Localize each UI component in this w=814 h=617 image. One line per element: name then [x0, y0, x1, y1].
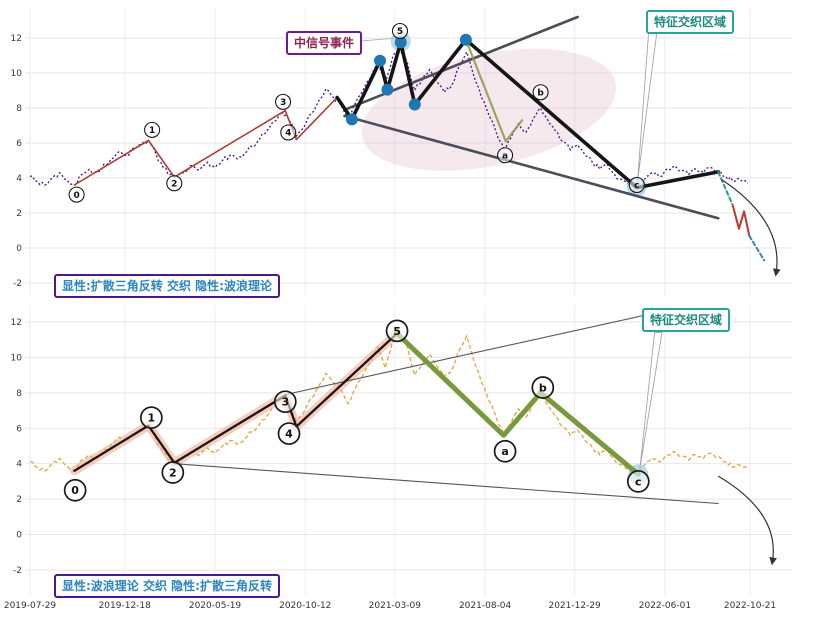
wave-label: 1	[149, 126, 155, 136]
x-tick-label: 2021-08-04	[459, 601, 512, 611]
y-tick-label: 0	[16, 244, 22, 254]
x-tick-label: 2021-12-29	[548, 601, 601, 611]
y-tick-label: 4	[16, 460, 22, 470]
wave-label: a	[502, 151, 508, 161]
signal-event-label: 中信号事件	[286, 31, 363, 55]
x-tick-label: 2020-10-12	[279, 601, 331, 611]
wave-label-circle	[277, 422, 301, 445]
wave-label-circle	[144, 121, 161, 138]
wave-label-circle	[166, 175, 183, 192]
wave-label-circle	[532, 84, 549, 101]
wave-label: 5	[397, 27, 403, 37]
x-tick-label: 2021-03-09	[369, 601, 422, 611]
triangle-lower-line	[343, 114, 720, 220]
feature-region-label-bottom: 特征交织区域	[642, 308, 731, 332]
feature-region-label-top: 特征交织区域	[646, 10, 735, 34]
bottom-panel-legend: 显性:波浪理论 交织 隐性:扩散三角反转	[54, 574, 280, 598]
impulse-wave-line	[73, 332, 399, 472]
forecast-teal-line	[717, 170, 734, 207]
trend-arrow	[721, 179, 781, 277]
x-tick-label: 2020-05-19	[189, 601, 242, 611]
wave-label: b	[537, 88, 544, 98]
y-tick-label: 6	[16, 139, 22, 149]
signal-leader-line	[355, 37, 398, 42]
forecast-blue-line	[748, 234, 766, 262]
y-tick-label: -2	[13, 566, 22, 576]
wave-label-circle	[628, 176, 645, 194]
wave-label: 5	[393, 325, 401, 338]
panel-top: 0 1 2 3 4 5 a b c	[26, 8, 792, 296]
wave-label-circle	[280, 124, 297, 141]
wave-label-circle	[68, 186, 85, 203]
wave-label: c	[634, 181, 639, 191]
wave-label-circle	[391, 22, 409, 40]
wave-label-circle	[497, 147, 514, 164]
y-tick-label: 2	[16, 495, 22, 505]
forecast-red-line	[732, 205, 751, 237]
trend-arrow	[717, 475, 777, 566]
y-tick-label: 0	[16, 531, 22, 541]
top-panel-legend: 显性:扩散三角反转 交织 隐性:波浪理论	[54, 274, 280, 298]
hidden-wave-green-line	[464, 38, 524, 143]
corrective-green-line	[394, 331, 641, 477]
wave-label-circle	[273, 390, 297, 414]
wave-label-circle	[275, 93, 292, 110]
wave-label: 4	[285, 129, 291, 139]
wave-label: 0	[71, 484, 79, 497]
impulse-red-line	[73, 96, 338, 186]
callout-leader	[639, 332, 663, 470]
x-tick-label: 2022-06-01	[639, 601, 691, 611]
wave-label-circle	[493, 439, 517, 463]
y-tick-label: 10	[11, 353, 23, 363]
wave-label: a	[501, 445, 508, 458]
y-tick-label: 8	[16, 104, 22, 114]
y-tick-label: 6	[16, 424, 22, 434]
wave-label-circle	[63, 478, 87, 502]
x-tick-label: 2019-12-18	[99, 601, 152, 611]
pivot-dot	[408, 98, 421, 111]
wave-glow-line	[69, 329, 402, 476]
wave-label: 3	[281, 396, 289, 409]
panel-bottom: 0 1 2 3 4 5 a b c	[26, 306, 792, 596]
pivot-dot	[381, 83, 394, 96]
wave-label: 2	[169, 466, 177, 479]
wave-label-circle	[161, 461, 185, 484]
y-tick-label: 4	[16, 174, 22, 184]
wave-label: c	[635, 475, 642, 488]
wave-label-circle	[140, 406, 163, 429]
y-tick-label: 12	[11, 34, 22, 44]
pivot-dot	[374, 54, 387, 67]
y-tick-label: 2	[16, 209, 22, 219]
triangle-lower-line	[173, 463, 719, 505]
wave-label-circle	[626, 470, 650, 493]
price-line	[29, 331, 749, 476]
pivot-dot	[394, 36, 407, 49]
wave-label-circle	[385, 319, 409, 343]
wave-label-circle	[531, 376, 555, 399]
y-tick-label: 8	[16, 389, 22, 399]
x-tick-label: 2019-07-29	[4, 601, 57, 611]
wave-label: 0	[73, 191, 79, 201]
pivot-dot	[345, 113, 358, 126]
x-tick-label: 2022-10-21	[724, 601, 776, 611]
wave-label: b	[539, 381, 547, 394]
y-tick-label: 12	[11, 318, 22, 328]
wave-label: 4	[285, 428, 293, 441]
triangle-upper-line	[343, 15, 579, 112]
y-tick-label: -2	[13, 279, 22, 289]
pivot-dot	[459, 33, 472, 46]
wave-label: 1	[148, 412, 156, 425]
triangle-upper-line	[284, 309, 671, 396]
wave-label: 2	[171, 179, 177, 189]
callout-leader	[637, 32, 658, 182]
highlight-ellipse	[361, 48, 617, 171]
wave-label: 3	[280, 98, 286, 108]
y-tick-label: 10	[11, 69, 23, 79]
